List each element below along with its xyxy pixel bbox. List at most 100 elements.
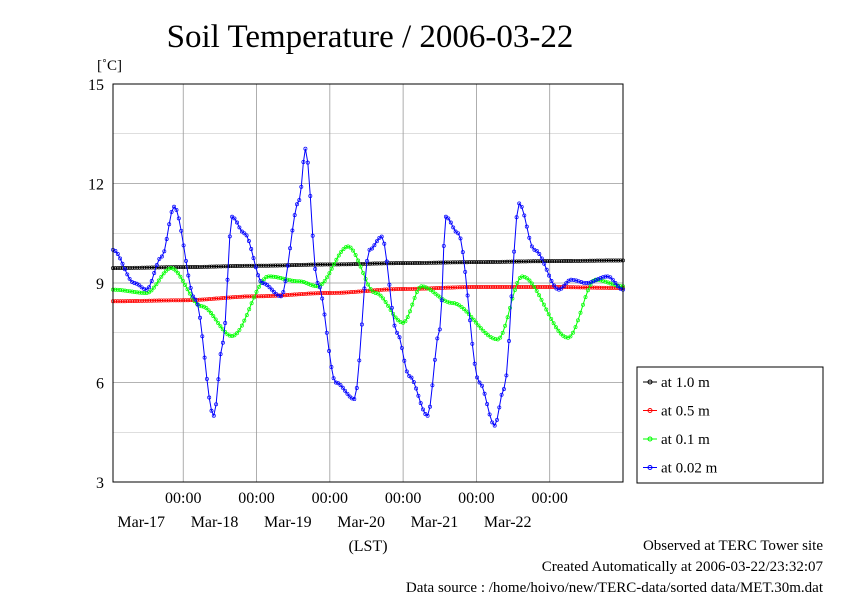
data-point-at-1-0-m bbox=[491, 260, 495, 264]
data-point-at-1-0-m bbox=[554, 259, 559, 264]
data-point-at-0-1-m bbox=[308, 282, 313, 287]
data-point-at-0-02-m bbox=[482, 391, 487, 396]
data-point-at-0-5-m bbox=[535, 285, 540, 289]
x-axis-ticks: 00:00Mar-1700:00Mar-1800:00Mar-1900:00Ma… bbox=[117, 490, 568, 531]
data-point-at-0-1-m bbox=[290, 278, 295, 283]
data-point-at-0-02-m bbox=[372, 243, 377, 248]
x-tick-date-label: Mar-19 bbox=[264, 514, 312, 531]
data-point-at-0-02-m bbox=[544, 267, 549, 272]
data-point-at-1-0-m bbox=[353, 262, 358, 266]
data-point-at-1-0-m bbox=[512, 259, 517, 264]
data-point-at-0-02-m bbox=[350, 396, 354, 401]
data-point-at-0-02-m bbox=[411, 380, 416, 385]
data-point-at-0-02-m bbox=[527, 235, 532, 240]
data-point-at-0-02-m bbox=[276, 293, 281, 298]
data-point-at-0-02-m bbox=[359, 322, 364, 327]
data-point-at-1-0-m bbox=[207, 264, 212, 269]
data-point-at-0-5-m bbox=[235, 294, 240, 299]
data-point-at-1-0-m bbox=[186, 265, 190, 270]
data-point-at-0-1-m bbox=[431, 289, 436, 294]
data-point-at-1-0-m bbox=[498, 259, 503, 264]
x-tick-time-label: 00:00 bbox=[165, 490, 201, 507]
data-point-at-0-02-m bbox=[519, 204, 524, 209]
data-point-at-0-02-m bbox=[198, 315, 202, 320]
data-point-at-0-5-m bbox=[382, 287, 387, 292]
data-point-at-0-02-m bbox=[416, 393, 421, 398]
data-point-at-0-02-m bbox=[362, 286, 367, 291]
data-point-at-0-02-m bbox=[487, 412, 492, 417]
data-point-at-0-5-m bbox=[488, 285, 493, 289]
data-point-at-1-0-m bbox=[157, 265, 161, 270]
data-point-at-0-5-m bbox=[611, 285, 616, 290]
data-point-at-0-5-m bbox=[460, 285, 465, 290]
data-point-at-0-5-m bbox=[526, 285, 531, 289]
data-point-at-0-02-m bbox=[288, 246, 293, 251]
data-point-at-1-0-m bbox=[290, 263, 294, 268]
data-point-at-0-02-m bbox=[324, 330, 329, 335]
data-point-at-1-0-m bbox=[519, 259, 524, 264]
data-point-at-0-02-m bbox=[569, 277, 574, 282]
data-point-at-0-1-m bbox=[573, 325, 578, 330]
data-point-at-0-5-m bbox=[434, 286, 439, 291]
data-point-at-0-1-m bbox=[527, 278, 532, 283]
data-point-at-1-0-m bbox=[592, 258, 597, 263]
data-point-at-0-02-m bbox=[295, 202, 299, 207]
data-point-at-0-5-m bbox=[481, 285, 486, 289]
data-point-at-0-02-m bbox=[584, 281, 589, 285]
data-point-at-0-5-m bbox=[476, 285, 481, 289]
data-point-at-0-02-m bbox=[593, 278, 598, 283]
data-point-at-0-02-m bbox=[409, 375, 414, 380]
data-point-at-0-1-m bbox=[433, 291, 438, 296]
data-point-at-0-1-m bbox=[498, 335, 503, 340]
data-point-at-0-5-m bbox=[306, 291, 311, 296]
data-point-at-0-5-m bbox=[176, 298, 181, 303]
data-point-at-0-02-m bbox=[343, 388, 348, 393]
data-point-at-0-1-m bbox=[447, 300, 452, 305]
data-point-at-0-02-m bbox=[399, 345, 404, 350]
data-point-at-0-1-m bbox=[147, 290, 151, 295]
data-point-at-0-1-m bbox=[276, 275, 281, 280]
data-point-at-0-5-m bbox=[448, 285, 453, 290]
data-point-at-0-1-m bbox=[586, 288, 590, 293]
data-point-at-0-5-m bbox=[384, 287, 389, 292]
data-point-at-0-1-m bbox=[500, 330, 505, 335]
legend-entry-label: at 0.02 m bbox=[661, 461, 718, 477]
data-point-at-1-0-m bbox=[446, 260, 450, 265]
data-point-at-0-5-m bbox=[337, 290, 342, 295]
data-point-at-0-02-m bbox=[186, 273, 191, 278]
data-point-at-1-0-m bbox=[238, 263, 242, 268]
data-point-at-0-5-m bbox=[590, 285, 595, 290]
data-point-at-0-1-m bbox=[576, 318, 580, 323]
data-point-at-1-0-m bbox=[304, 262, 309, 267]
data-point-at-0-1-m bbox=[339, 249, 344, 254]
data-point-at-0-1-m bbox=[503, 323, 508, 328]
data-point-at-0-5-m bbox=[166, 298, 171, 303]
data-point-at-0-1-m bbox=[578, 310, 583, 315]
data-point-at-1-0-m bbox=[235, 264, 240, 268]
data-point-at-0-02-m bbox=[310, 233, 315, 238]
data-point-at-0-1-m bbox=[452, 301, 457, 306]
data-point-at-1-0-m bbox=[323, 262, 328, 267]
data-point-at-0-5-m bbox=[450, 285, 455, 290]
data-point-at-0-1-m bbox=[292, 279, 297, 283]
data-point-at-0-5-m bbox=[606, 285, 611, 290]
data-point-at-0-02-m bbox=[244, 233, 249, 238]
data-point-at-0-1-m bbox=[541, 302, 546, 307]
data-point-at-1-0-m bbox=[403, 261, 408, 266]
data-point-at-1-0-m bbox=[472, 260, 476, 265]
data-point-at-1-0-m bbox=[457, 260, 462, 265]
data-point-at-0-5-m bbox=[595, 285, 599, 290]
data-point-at-0-1-m bbox=[120, 288, 125, 293]
data-point-at-0-02-m bbox=[125, 272, 130, 277]
data-point-at-0-5-m bbox=[221, 296, 226, 300]
data-point-at-1-0-m bbox=[132, 265, 137, 270]
data-point-at-1-0-m bbox=[479, 260, 484, 265]
data-point-at-0-1-m bbox=[125, 288, 130, 293]
data-point-at-0-5-m bbox=[386, 287, 391, 292]
data-point-at-0-5-m bbox=[365, 288, 370, 293]
data-point-at-0-5-m bbox=[233, 295, 238, 300]
data-point-at-0-1-m bbox=[383, 299, 388, 304]
data-point-at-0-02-m bbox=[159, 254, 164, 259]
data-point-at-1-0-m bbox=[576, 258, 581, 263]
data-point-at-0-02-m bbox=[132, 281, 137, 285]
